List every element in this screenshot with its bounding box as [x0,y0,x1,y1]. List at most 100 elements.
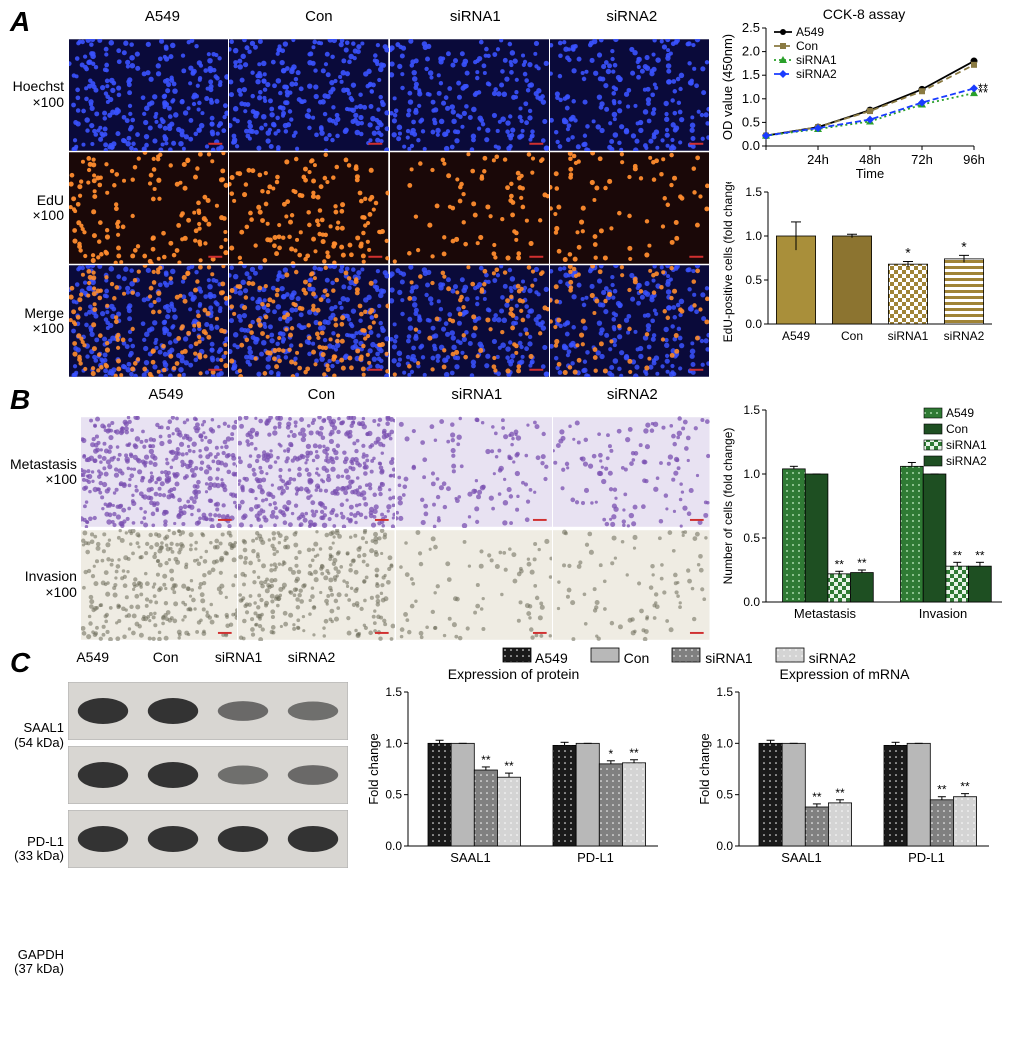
b-micrograph [553,529,710,641]
a-col-0: A549 [84,6,240,38]
b-micrograph [81,416,238,528]
svg-text:0.5: 0.5 [742,114,760,129]
svg-text:siRNA1: siRNA1 [946,438,987,452]
svg-text:1.0: 1.0 [742,91,760,106]
a-micrograph [229,39,388,151]
svg-text:1.5: 1.5 [743,403,760,417]
svg-text:1.5: 1.5 [385,685,402,699]
b-col-3: siRNA2 [555,384,710,416]
svg-text:*: * [961,238,967,254]
panel-c-label: C [10,647,30,679]
a-micrograph [390,152,549,264]
c-blot-area: SAAL1(54 kDa) PD-L1(33 kDa) GAPDH(37 kDa) [10,679,348,1019]
svg-text:0.5: 0.5 [716,788,733,802]
svg-text:1.5: 1.5 [716,685,733,699]
svg-text:2.5: 2.5 [742,22,760,35]
edu-bar-chart: 0.00.51.01.5EdU-positive cells (fold cha… [718,182,1010,352]
c-protein-chart: 0.00.51.01.5Fold change****SAAL1***PD-L1 [364,682,664,872]
panel-c: C A549 Con siRNA1 siRNA2 SAAL1(54 kDa) PD… [10,647,1010,1019]
svg-text:siRNA2: siRNA2 [946,454,987,468]
a-col-3: siRNA2 [554,6,710,38]
b-micrograph [553,416,710,528]
a-micrograph [550,265,709,377]
cck8-chart: CCK-8 assay 0.00.51.01.52.02.524h48h72h9… [718,6,1010,182]
svg-text:0.5: 0.5 [385,788,402,802]
svg-text:2.0: 2.0 [742,44,760,59]
b-micrograph [81,529,238,641]
a-micrograph [69,152,228,264]
svg-text:siRNA2: siRNA2 [796,67,837,81]
svg-text:Time: Time [856,166,884,181]
svg-text:0.5: 0.5 [743,531,760,545]
panel-a-label: A [10,6,30,38]
svg-text:0.0: 0.0 [745,317,762,331]
a-micrograph [69,39,228,151]
svg-text:PD-L1: PD-L1 [908,850,945,865]
b-col-0: A549 [88,384,243,416]
svg-text:1.5: 1.5 [745,185,762,199]
panel-a: A A549 Con siRNA1 siRNA2 Hoechst×100 EdU… [10,6,1010,378]
svg-text:siRNA2: siRNA2 [944,329,985,343]
svg-text:Fold change: Fold change [366,733,381,805]
a-row-edu: EdU×100 [32,193,64,224]
cck8-title: CCK-8 assay [718,6,1010,22]
c-col-2: siRNA1 [202,647,275,679]
c-legend-item: siRNA2 [775,647,856,666]
svg-text:A549: A549 [946,406,974,420]
svg-text:Number of cells (fold change): Number of cells (fold change) [721,427,735,584]
svg-text:Invasion: Invasion [919,606,967,621]
svg-text:72h: 72h [911,152,933,167]
svg-text:Con: Con [796,39,818,53]
svg-text:0.0: 0.0 [742,138,760,153]
svg-text:**: ** [835,557,845,571]
svg-text:PD-L1: PD-L1 [577,850,614,865]
svg-text:Metastasis: Metastasis [794,606,857,621]
figure: A A549 Con siRNA1 siRNA2 Hoechst×100 EdU… [0,0,1020,1029]
b-bar-chart: 0.00.51.01.5Number of cells (fold change… [718,398,1010,628]
svg-text:**: ** [975,548,985,562]
blot-label: GAPDH(37 kDa) [14,948,64,977]
svg-text:0.0: 0.0 [716,839,733,853]
svg-text:**: ** [937,783,947,797]
svg-text:EdU-positive cells (fold chang: EdU-positive cells (fold change) [721,182,735,342]
svg-text:**: ** [857,556,867,570]
svg-text:24h: 24h [807,152,829,167]
svg-text:1.5: 1.5 [742,67,760,82]
svg-text:Con: Con [946,422,968,436]
blot-label: SAAL1(54 kDa) [14,721,64,750]
a-micrograph [550,39,709,151]
b-row-invasion: Invasion×100 [25,569,77,600]
c-protein-title: Expression of protein [448,666,580,682]
panel-b-label: B [10,384,30,416]
blot-band [68,682,348,740]
a-col-1: Con [241,6,397,38]
svg-text:siRNA1: siRNA1 [796,53,837,67]
svg-text:A549: A549 [796,25,824,39]
a-micrograph [229,265,388,377]
svg-text:96h: 96h [963,152,985,167]
c-legend: A549 Con siRNA1 siRNA2 [348,647,1010,666]
svg-text:0.5: 0.5 [745,273,762,287]
svg-text:*: * [608,747,613,761]
a-micrograph-grid: Hoechst×100 EdU×100 Merge×100 [10,38,710,378]
c-col-0: A549 [56,647,129,679]
c-mrna-title: Expression of mRNA [780,666,910,682]
a-micrograph [390,39,549,151]
b-micrograph-grid: Metastasis×100 Invasion×100 [10,416,710,641]
svg-text:**: ** [629,746,639,760]
svg-text:**: ** [812,790,822,804]
b-micrograph [396,529,553,641]
b-col-2: siRNA1 [399,384,554,416]
svg-text:SAAL1: SAAL1 [450,850,490,865]
a-micrograph [229,152,388,264]
svg-text:A549: A549 [782,329,810,343]
svg-text:1.0: 1.0 [385,736,402,750]
svg-text:0.0: 0.0 [743,595,760,609]
svg-text:Fold change: Fold change [697,733,712,805]
a-row-merge: Merge×100 [24,306,64,337]
blot-label: PD-L1(33 kDa) [14,835,64,864]
svg-text:1.0: 1.0 [716,736,733,750]
svg-text:**: ** [481,753,491,767]
blot-band [68,810,348,868]
a-col-2: siRNA1 [397,6,553,38]
